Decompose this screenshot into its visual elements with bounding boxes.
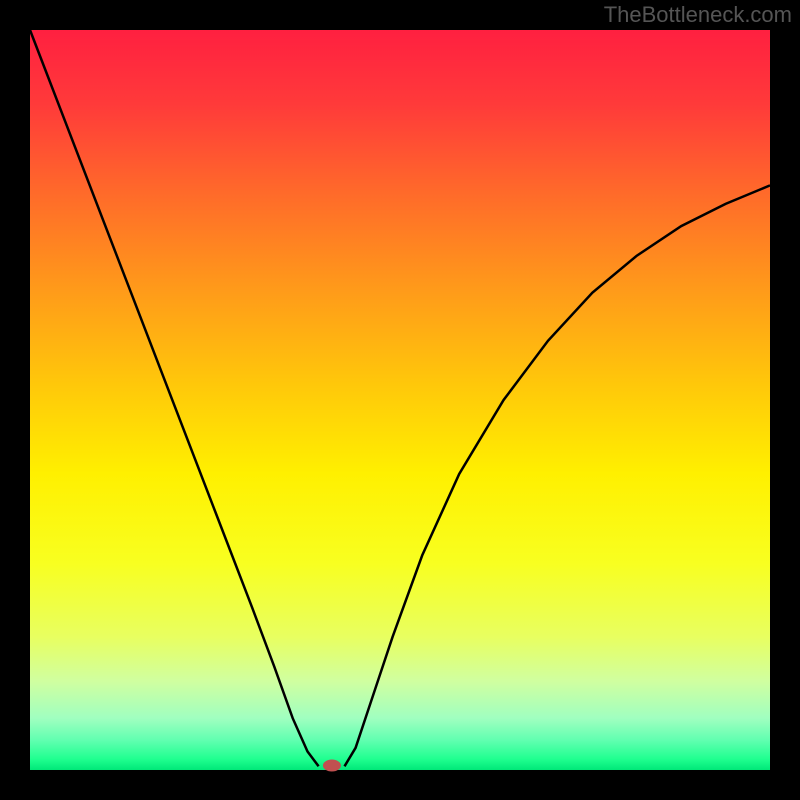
chart-plot-area (30, 30, 770, 770)
optimal-point-marker (323, 760, 341, 772)
bottleneck-chart: TheBottleneck.com (0, 0, 800, 800)
watermark-label: TheBottleneck.com (604, 2, 792, 28)
chart-svg (0, 0, 800, 800)
